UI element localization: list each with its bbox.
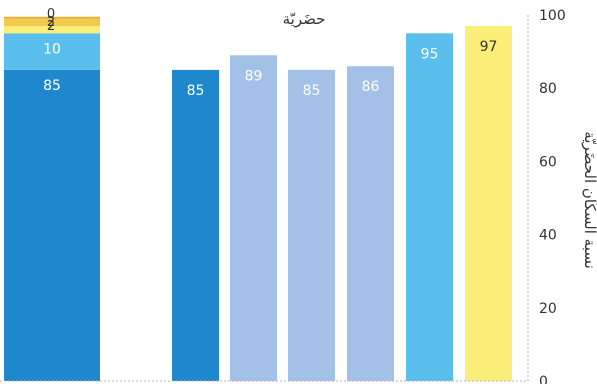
bar: [406, 33, 453, 382]
stacked-segment: [4, 33, 100, 70]
stacked-segment: [4, 25, 100, 34]
y-tick-label: 100: [539, 8, 566, 24]
stacked-segment-label: 0: [47, 7, 55, 22]
bar: [288, 69, 335, 382]
bar-value-label: 85: [303, 83, 321, 99]
bar-value-label: 85: [187, 83, 205, 99]
bar-value-label: 89: [245, 68, 263, 84]
stacked-segment: [4, 16, 100, 19]
bar-value-label: 86: [362, 79, 380, 95]
y-tick-label: 60: [539, 154, 557, 170]
bar-value-label: 97: [480, 39, 498, 55]
stacked-segment: [4, 18, 100, 26]
stacked-segment: [4, 69, 100, 382]
y-tick-label: 0: [539, 374, 548, 384]
stacked-segment-label: 10: [43, 41, 61, 57]
bar: [172, 69, 219, 382]
y-tick-label: 80: [539, 81, 557, 97]
y-ticks-layer: 0 20 40 60 80 100: [539, 8, 566, 384]
stacked-segment-label: 2: [47, 19, 55, 34]
bar: [230, 55, 277, 381]
y-axis-label: نسبة السكّان الحضَريّة: [581, 131, 597, 269]
stacked-segment-label: 85: [43, 78, 61, 94]
stacked-segment-label: 2: [47, 15, 55, 30]
bar-value-label: 95: [421, 46, 439, 62]
bars-layer: 85 10 220 85 89 85 86 95 97: [4, 7, 512, 382]
bar: [347, 66, 394, 382]
chart-title: حضَريّة: [283, 10, 326, 28]
y-tick-label: 20: [539, 301, 557, 317]
bar: [465, 25, 512, 381]
y-tick-label: 40: [539, 228, 557, 244]
